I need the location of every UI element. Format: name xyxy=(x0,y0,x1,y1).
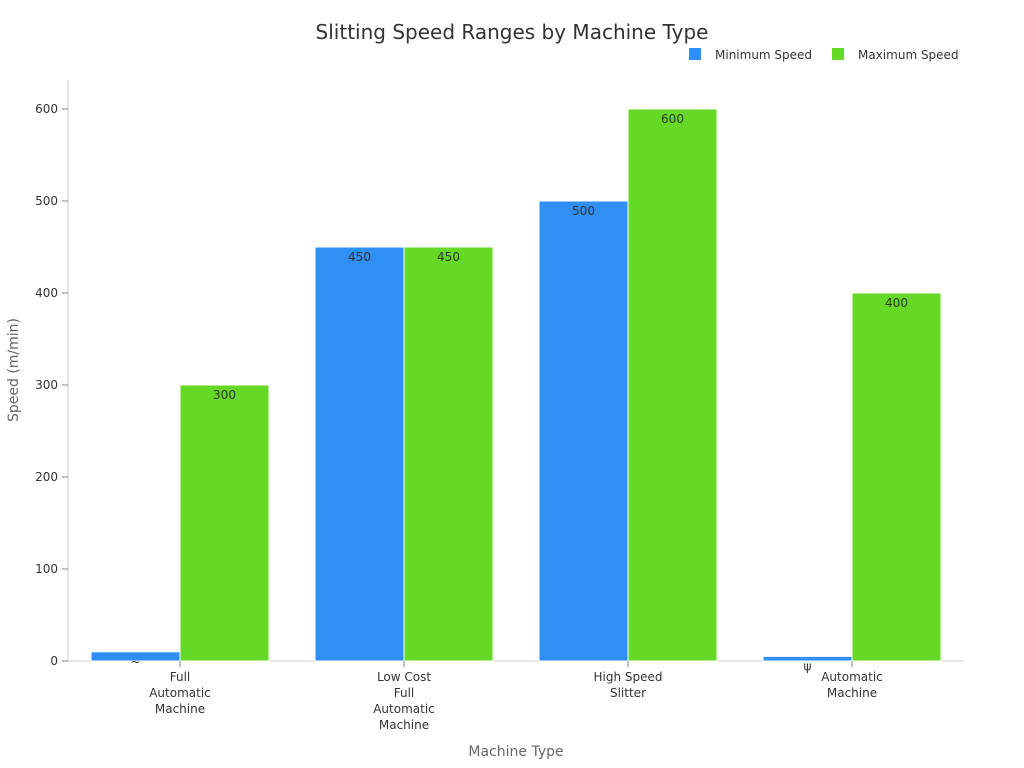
x-tick-label: Automatic xyxy=(821,670,883,684)
x-tick-label: Machine xyxy=(155,702,205,716)
y-tick-label: 500 xyxy=(35,194,58,208)
legend-label-minimum: Minimum Speed xyxy=(715,48,812,62)
y-tick-label: 100 xyxy=(35,562,58,576)
data-label: 450 xyxy=(437,250,460,264)
y-tick-label: 600 xyxy=(35,102,58,116)
x-tick-label: Low Cost xyxy=(377,670,431,684)
bar-maximum-0 xyxy=(179,384,270,662)
y-tick-label: 300 xyxy=(35,378,58,392)
y-tick-label: 400 xyxy=(35,286,58,300)
bar-minimum-2 xyxy=(538,200,629,662)
bar-minimum-1 xyxy=(314,246,405,662)
y-axis-title: Speed (m/min) xyxy=(6,318,22,422)
data-label: ~ xyxy=(130,655,140,669)
data-label: 400 xyxy=(885,296,908,310)
data-label: 500 xyxy=(572,204,595,218)
y-tick-label: 200 xyxy=(35,470,58,484)
x-tick-label: Slitter xyxy=(610,686,646,700)
x-tick-label: High Speed xyxy=(593,670,662,684)
x-tick-label: Automatic xyxy=(149,686,211,700)
x-tick-label: Machine xyxy=(379,718,429,732)
x-tick-label: Machine xyxy=(827,686,877,700)
x-tick-label: Full xyxy=(170,670,191,684)
x-tick-label: Automatic xyxy=(373,702,435,716)
y-tick-label: 0 xyxy=(50,654,58,668)
data-label: 600 xyxy=(661,112,684,126)
legend-label-maximum: Maximum Speed xyxy=(858,48,959,62)
bar-maximum-1 xyxy=(403,246,494,662)
x-axis-title: Machine Type xyxy=(468,744,563,760)
data-label: 300 xyxy=(213,388,236,402)
chart-title: Slitting Speed Ranges by Machine Type xyxy=(315,20,709,44)
x-tick-label: Full xyxy=(394,686,415,700)
bar-maximum-3 xyxy=(851,292,942,662)
legend-swatch-minimum xyxy=(689,48,701,60)
data-label: ψ xyxy=(804,659,812,673)
legend-swatch-maximum xyxy=(832,48,844,60)
data-label: 450 xyxy=(348,250,371,264)
bar-maximum-2 xyxy=(627,108,718,662)
